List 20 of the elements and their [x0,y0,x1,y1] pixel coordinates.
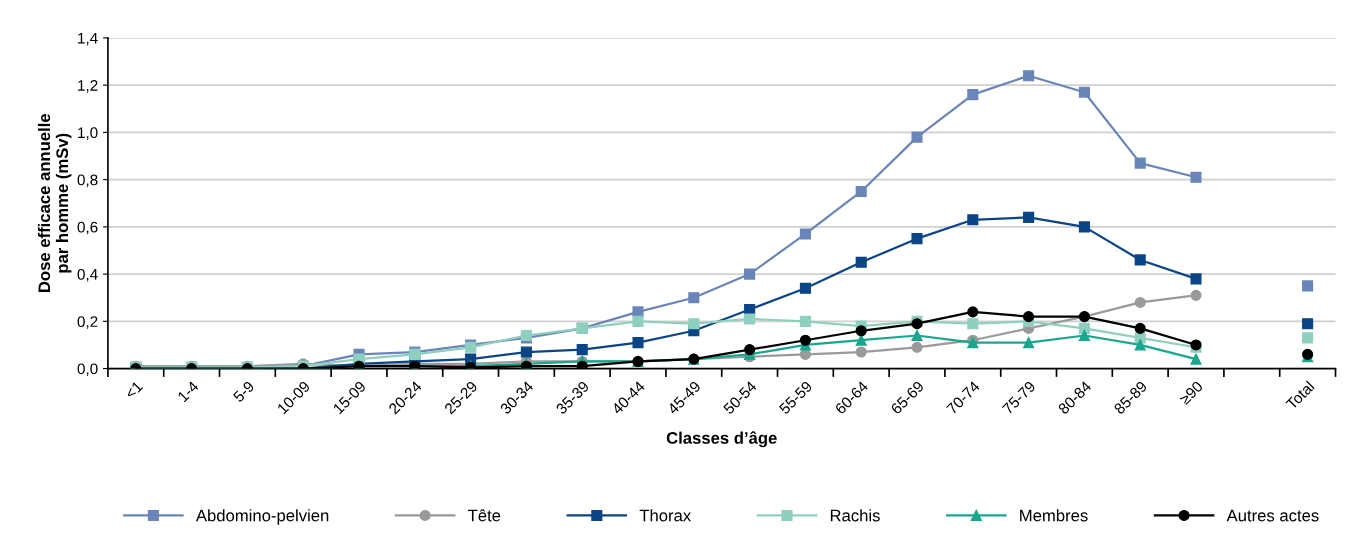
y-tick-label: 0,0 [77,363,98,377]
legend-label: Membres [1020,509,1088,522]
legend-label: Abdomino-pelvien [195,509,329,525]
y-tick-label: 1,0 [78,127,98,140]
x-tick-label: <1 [124,380,144,400]
legend-label: Rachis [830,509,880,522]
y-axis-title: Dose efficace annuelle par homme (mSv) [37,113,72,292]
y-tick-label: 0,2 [77,316,98,329]
x-tick-label: ≥90 [1178,380,1204,406]
x-axis-title: Classes d’âge [666,431,777,448]
legend-label: Autres actes [1226,509,1319,522]
legend-label: Tête [468,509,501,522]
y-tick-label: 0,4 [77,268,98,282]
x-tick-label: 1-4 [177,380,200,403]
legend-label: Thorax [639,509,691,522]
y-tick-label: 1,4 [78,32,98,46]
y-tick-label: 0,6 [77,221,98,235]
x-tick-label: 5-9 [232,380,255,403]
y-tick-label: 0,8 [77,174,98,188]
y-tick-label: 1,2 [78,80,98,93]
